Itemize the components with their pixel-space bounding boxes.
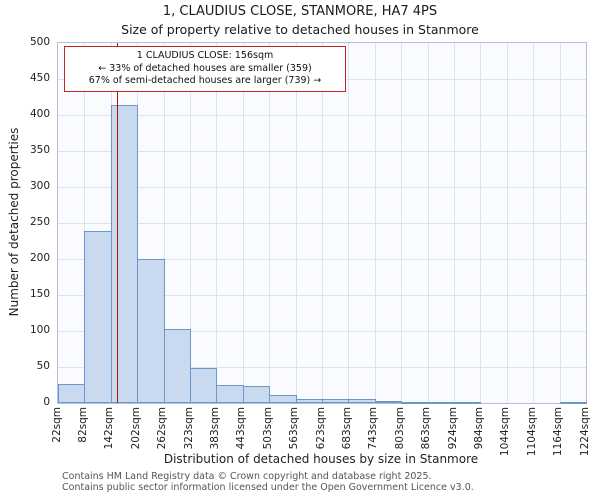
annotation-box: 1 CLAUDIUS CLOSE: 156sqm ← 33% of detach… — [64, 46, 346, 92]
y-tick-label: 100 — [29, 324, 50, 336]
x-tick-label: 803sqm — [393, 407, 406, 450]
footer-attribution-2: Contains public sector information licen… — [62, 482, 474, 493]
x-tick-label: 683sqm — [340, 407, 353, 450]
gridline-vertical — [216, 43, 218, 403]
histogram-bar — [427, 401, 455, 404]
x-tick-label: 1164sqm — [552, 407, 565, 457]
y-tick-label: 0 — [43, 396, 50, 408]
x-axis-label: Distribution of detached houses by size … — [163, 452, 479, 466]
gridline-vertical — [242, 43, 244, 403]
histogram-bar — [110, 104, 139, 403]
histogram-bar — [322, 399, 350, 403]
y-tick-label: 500 — [29, 36, 50, 48]
gridline-vertical — [401, 43, 403, 403]
x-tick-label: 623sqm — [314, 407, 327, 450]
annotation-line-3: 67% of semi-detached houses are larger (… — [88, 75, 322, 86]
y-tick-label: 150 — [29, 288, 50, 300]
histogram-bar — [137, 259, 165, 403]
histogram-bar — [163, 328, 191, 403]
y-tick-label: 250 — [29, 216, 50, 228]
y-tick-label: 350 — [29, 144, 50, 156]
x-tick-label: 743sqm — [367, 407, 380, 450]
chart-title: 1, CLAUDIUS CLOSE, STANMORE, HA7 4PS — [162, 4, 438, 19]
y-tick-label: 400 — [29, 108, 50, 120]
x-tick-label: 1044sqm — [499, 407, 512, 457]
gridline-vertical — [348, 43, 350, 403]
x-tick-label: 563sqm — [288, 407, 301, 450]
gridline-vertical — [480, 43, 482, 403]
y-tick-label: 200 — [29, 252, 50, 264]
histogram-bar — [58, 383, 86, 403]
x-tick-label: 383sqm — [208, 407, 221, 450]
x-tick-label: 142sqm — [103, 407, 116, 450]
gridline-vertical — [269, 43, 271, 403]
histogram-bar — [374, 400, 403, 403]
histogram-bar — [269, 395, 297, 403]
x-tick-label: 22sqm — [50, 407, 63, 443]
y-tick-label: 300 — [29, 180, 50, 192]
chart-subtitle: Size of property relative to detached ho… — [121, 22, 479, 37]
x-tick-label: 503sqm — [261, 407, 274, 450]
histogram-bar — [84, 230, 112, 403]
histogram-bar — [348, 399, 376, 403]
gridline-vertical — [427, 43, 429, 403]
histogram-bar — [295, 398, 323, 403]
x-tick-label: 82sqm — [76, 407, 89, 443]
x-tick-label: 202sqm — [129, 407, 142, 450]
y-tick-label: 450 — [29, 72, 50, 84]
histogram-bar — [401, 401, 429, 404]
annotation-line-2: ← 33% of detached houses are smaller (35… — [98, 62, 312, 74]
x-tick-label: 1224sqm — [578, 407, 591, 457]
x-tick-label: 863sqm — [420, 407, 433, 450]
histogram-bar — [190, 368, 218, 403]
x-tick-label: 323sqm — [182, 407, 195, 450]
footer-attribution-1: Contains HM Land Registry data © Crown c… — [62, 471, 432, 482]
gridline-vertical — [506, 43, 508, 403]
gridline-vertical — [454, 43, 455, 403]
gridline-vertical — [322, 43, 323, 403]
gridline-vertical — [559, 43, 561, 403]
y-tick-label: 50 — [36, 360, 50, 372]
gridline-vertical — [533, 43, 535, 403]
annotation-line-1: 1 CLAUDIUS CLOSE: 156sqm — [136, 50, 274, 61]
x-tick-label: 1104sqm — [525, 407, 538, 457]
x-tick-label: 262sqm — [156, 407, 169, 450]
plot-area — [57, 42, 587, 404]
x-tick-label: 443sqm — [235, 407, 248, 450]
gridline-vertical — [84, 43, 86, 403]
x-tick-label: 984sqm — [472, 407, 485, 450]
property-marker-line — [116, 43, 119, 403]
x-tick-label: 924sqm — [446, 407, 459, 450]
gridline-vertical — [163, 43, 165, 403]
histogram-bar — [242, 386, 271, 403]
gridline-vertical — [374, 43, 376, 403]
histogram-bar — [454, 401, 482, 404]
gridline-vertical — [295, 43, 297, 403]
histogram-bar — [216, 385, 244, 403]
gridline-vertical — [190, 43, 191, 403]
histogram-bar — [559, 401, 587, 404]
